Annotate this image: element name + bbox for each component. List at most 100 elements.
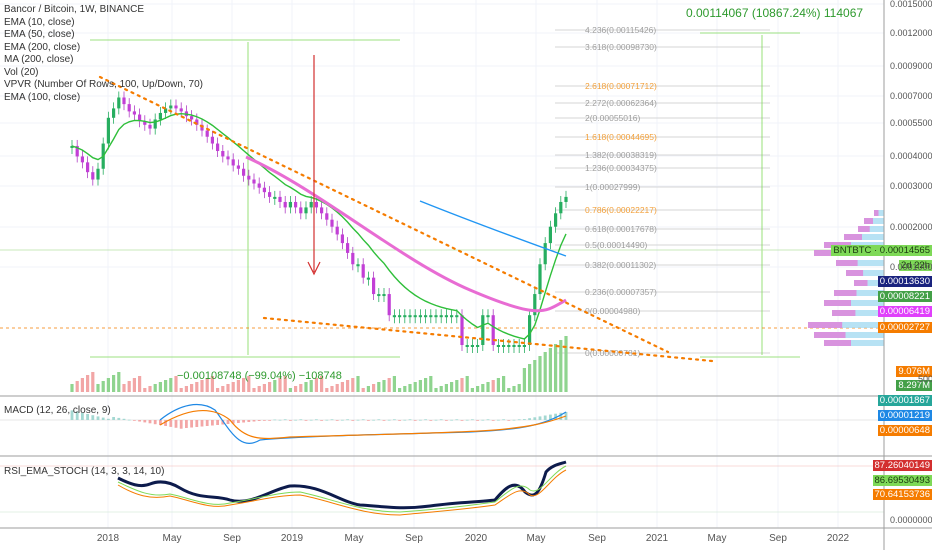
macd-histogram-bar bbox=[122, 418, 126, 420]
volume-bar bbox=[304, 382, 308, 392]
volume-bar bbox=[101, 381, 105, 392]
macd-histogram-bar bbox=[346, 419, 349, 421]
measure-up-label: 0.00114067 (10867.24%) 114067 bbox=[686, 6, 864, 20]
chart-title[interactable]: Bancor / Bitcoin, 1W, BINANCE bbox=[4, 4, 145, 15]
volume-bar bbox=[70, 384, 74, 392]
time-tick-label: 2020 bbox=[464, 533, 488, 544]
time-tick-label: 2018 bbox=[96, 533, 120, 544]
volume-bar bbox=[408, 384, 412, 392]
macd-histogram-bar bbox=[185, 420, 188, 428]
price-tag: 0.00002727 bbox=[877, 322, 932, 333]
macd-histogram-bar bbox=[242, 420, 245, 423]
candle-body bbox=[507, 345, 511, 347]
macd-histogram-bar bbox=[497, 419, 500, 421]
macd-line bbox=[159, 403, 567, 444]
macd-histogram-bar bbox=[148, 420, 152, 424]
time-tick-label: Sep bbox=[588, 533, 606, 544]
vpvr-profile bbox=[808, 210, 884, 346]
candle-body bbox=[387, 294, 391, 316]
indicator-ema50[interactable]: EMA (50, close) bbox=[4, 29, 75, 40]
macd-signal-line bbox=[159, 409, 567, 439]
vpvr-bar bbox=[836, 260, 858, 266]
indicator-ema100[interactable]: EMA (100, close) bbox=[4, 91, 81, 103]
candle-body bbox=[335, 226, 339, 235]
macd-histogram-bar bbox=[393, 419, 396, 421]
macd-histogram-bar bbox=[507, 420, 511, 421]
fib-level-label: 0.618(0.00017678) bbox=[585, 224, 657, 234]
price-tag: 0.00008221 bbox=[877, 291, 932, 302]
candle-body bbox=[86, 162, 90, 173]
macd-histogram-bar bbox=[564, 411, 568, 420]
fib-level-label: 3.618(0.00098730) bbox=[585, 42, 657, 52]
macd-histogram-bar bbox=[86, 414, 89, 420]
volume-bar bbox=[86, 375, 90, 392]
macd-histogram-bar bbox=[153, 420, 157, 425]
volume-bar bbox=[346, 380, 350, 392]
macd-histogram-bar bbox=[476, 420, 479, 421]
candle-body bbox=[273, 196, 277, 199]
macd-histogram-bar bbox=[299, 419, 303, 421]
fib-level-label: 0(0.00000781) bbox=[585, 348, 640, 358]
volume-bar bbox=[122, 384, 126, 392]
volume-bar bbox=[190, 384, 194, 392]
volume-bar bbox=[75, 381, 79, 392]
candle-body bbox=[242, 168, 246, 176]
volume-bar bbox=[476, 386, 480, 392]
macd-histogram-bar bbox=[117, 417, 121, 420]
macd-histogram-bar bbox=[367, 420, 370, 421]
candle-body bbox=[502, 345, 506, 347]
volume-bar bbox=[559, 340, 563, 392]
volume-bar bbox=[507, 388, 511, 392]
volume-bar bbox=[502, 376, 506, 392]
volume-bar bbox=[242, 378, 246, 392]
rsi-label[interactable]: RSI_EMA_STOCH (14, 3, 3, 14, 10) bbox=[4, 466, 165, 477]
macd-histogram-bar bbox=[335, 420, 339, 421]
candle-body bbox=[564, 196, 568, 202]
volume-bar bbox=[174, 376, 178, 392]
macd-histogram-bar bbox=[268, 420, 271, 421]
indicator-ma200[interactable]: MA (200, close) bbox=[4, 54, 74, 65]
macd-histogram-bar bbox=[273, 419, 277, 421]
fib-level-label: 1.236(0.00034375) bbox=[585, 163, 657, 173]
indicator-ema200[interactable]: EMA (200, close) bbox=[4, 41, 81, 53]
macd-histogram-bar bbox=[101, 417, 105, 420]
macd-histogram-bar bbox=[502, 419, 505, 421]
volume-bar bbox=[236, 380, 240, 392]
indicator-lines bbox=[70, 55, 714, 363]
volume-bar bbox=[221, 386, 225, 392]
fib-level-label: 0(0.00004980) bbox=[585, 306, 640, 316]
time-tick-label: May bbox=[344, 533, 364, 544]
indicator-ema10[interactable]: EMA (10, close) bbox=[4, 16, 75, 28]
volume-bar bbox=[512, 386, 516, 392]
volume-bar bbox=[418, 380, 422, 392]
volume-bar bbox=[294, 386, 298, 392]
candle-body bbox=[80, 156, 84, 163]
candle-body bbox=[455, 315, 459, 318]
candle-body bbox=[257, 183, 261, 188]
candle-body bbox=[361, 264, 365, 278]
candle-body bbox=[278, 196, 282, 202]
volume-bar bbox=[314, 378, 318, 392]
macd-histogram-bar bbox=[257, 420, 261, 421]
macd-histogram-bar bbox=[96, 416, 100, 420]
macd-histogram-bar bbox=[403, 419, 407, 421]
fib-levels: 4.236(0.00115426) 3.618(0.00098730) 2.618(… bbox=[0, 25, 884, 358]
macd-histogram-bar bbox=[247, 420, 251, 422]
macd-histogram-bar bbox=[174, 420, 178, 428]
vpvr-bar bbox=[858, 226, 884, 232]
macd-histogram-bar bbox=[445, 420, 448, 421]
volume-bar bbox=[434, 388, 438, 392]
vpvr-bar bbox=[834, 290, 884, 296]
volume-bar bbox=[309, 380, 313, 392]
indicator-vol[interactable]: Vol (20) bbox=[4, 66, 39, 78]
candle-body bbox=[179, 108, 183, 112]
volume-bar bbox=[153, 384, 157, 392]
candle-body bbox=[434, 315, 438, 318]
macd-histogram-bar bbox=[341, 419, 344, 421]
candle-body bbox=[158, 112, 162, 120]
indicator-vpvr[interactable]: VPVR (Number Of Rows, 100, Up/Down, 70) bbox=[4, 79, 203, 90]
macd-histogram-bar bbox=[377, 419, 381, 421]
macd-label[interactable]: MACD (12, 26, close, 9) bbox=[4, 405, 111, 416]
